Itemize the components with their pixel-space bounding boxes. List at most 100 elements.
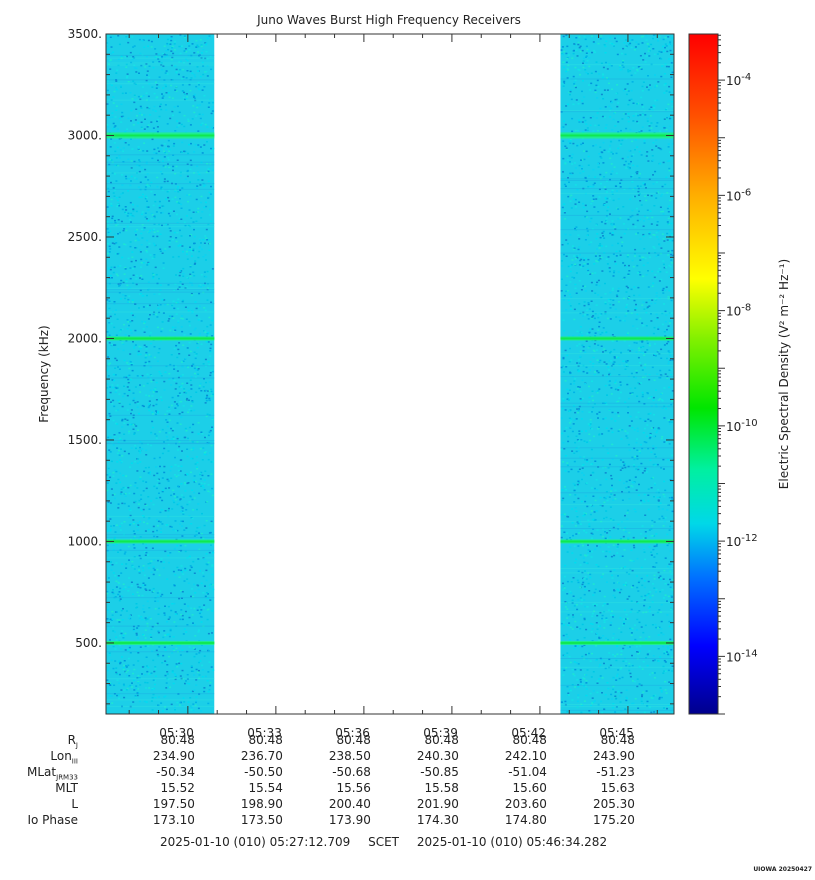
noise-pixel (145, 99, 148, 101)
noise-pixel (632, 102, 635, 104)
noise-pixel (172, 165, 175, 168)
noise-pixel (565, 239, 568, 241)
noise-pixel (189, 350, 192, 353)
noise-pixel (619, 527, 622, 530)
noise-pixel (580, 683, 583, 685)
noise-pixel (115, 671, 118, 674)
noise-pixel (638, 483, 640, 486)
noise-pixel (162, 160, 164, 163)
noise-pixel (181, 705, 184, 707)
noise-pixel (580, 143, 583, 146)
noise-pixel (144, 629, 147, 631)
noise-pixel (111, 702, 114, 704)
noise-pixel (607, 150, 610, 153)
noise-pixel (669, 265, 672, 268)
noise-pixel (171, 326, 174, 329)
noise-pixel (635, 303, 637, 306)
noise-pixel (162, 262, 165, 264)
noise-pixel (112, 667, 115, 670)
noise-pixel (589, 692, 592, 695)
noise-pixel (667, 325, 670, 327)
noise-pixel (194, 357, 197, 360)
noise-pixel (109, 117, 111, 119)
noise-pixel (147, 577, 150, 579)
noise-pixel (211, 584, 214, 586)
noise-pixel (202, 73, 205, 76)
noise-pixel (190, 234, 193, 236)
noise-pixel (194, 592, 197, 594)
noise-pixel (189, 195, 192, 197)
noise-pixel (622, 61, 624, 63)
noise-pixel (180, 235, 183, 237)
noise-pixel (616, 84, 619, 86)
noise-pixel (590, 510, 593, 512)
noise-pixel (207, 690, 210, 693)
noise-pixel (623, 463, 626, 465)
noise-pixel (625, 306, 628, 309)
noise-pixel (211, 417, 214, 420)
noise-pixel (651, 672, 654, 674)
noise-pixel (164, 605, 166, 607)
noise-pixel (156, 536, 159, 538)
noise-pixel (121, 111, 124, 114)
noise-pixel (669, 578, 671, 581)
noise-pixel (183, 390, 186, 392)
noise-pixel (560, 49, 563, 51)
noise-pixel (165, 524, 168, 526)
noise-pixel (617, 400, 620, 403)
noise-pixel (125, 280, 128, 283)
noise-pixel (663, 240, 666, 242)
noise-pixel (171, 182, 173, 185)
noise-pixel (654, 403, 657, 406)
noise-pixel (182, 697, 185, 699)
noise-pixel (205, 335, 208, 338)
noise-pixel (653, 465, 656, 467)
noise-pixel (210, 68, 213, 71)
noise-pixel (577, 696, 580, 699)
noise-pixel (117, 449, 120, 452)
noise-pixel (199, 117, 202, 120)
noise-pixel (175, 313, 178, 315)
noise-pixel (565, 147, 568, 149)
noise-pixel (638, 666, 641, 668)
noise-pixel (209, 351, 212, 353)
noise-pixel (120, 522, 123, 525)
noise-pixel (145, 79, 148, 82)
noise-pixel (106, 544, 109, 547)
noise-pixel (667, 583, 670, 586)
noise-pixel (210, 520, 213, 523)
noise-pixel (577, 686, 580, 688)
noise-pixel (628, 270, 631, 272)
noise-pixel (129, 286, 132, 289)
noise-pixel (617, 301, 620, 303)
noise-pixel (584, 458, 587, 461)
noise-pixel (655, 591, 657, 593)
noise-pixel (138, 149, 141, 151)
noise-pixel (670, 656, 673, 659)
noise-pixel (159, 373, 162, 375)
noise-pixel (575, 533, 578, 535)
noise-pixel (161, 477, 164, 479)
noise-pixel (107, 577, 110, 579)
noise-pixel (185, 77, 188, 79)
noise-pixel (126, 76, 128, 79)
noise-pixel (563, 513, 566, 515)
noise-pixel (608, 63, 611, 66)
noise-pixel (181, 330, 184, 333)
noise-pixel (634, 455, 637, 458)
noise-pixel (179, 499, 182, 501)
noise-pixel (130, 312, 133, 314)
noise-pixel (127, 617, 130, 619)
noise-pixel (648, 437, 651, 440)
noise-pixel (586, 230, 589, 232)
noise-pixel (571, 552, 574, 554)
noise-pixel (569, 172, 572, 175)
noise-pixel (186, 276, 189, 279)
noise-pixel (170, 58, 173, 61)
noise-pixel (655, 85, 658, 87)
noise-pixel (588, 244, 591, 246)
noise-pixel (641, 304, 644, 306)
noise-pixel (637, 382, 640, 384)
noise-pixel (668, 529, 671, 531)
noise-pixel (155, 97, 158, 99)
